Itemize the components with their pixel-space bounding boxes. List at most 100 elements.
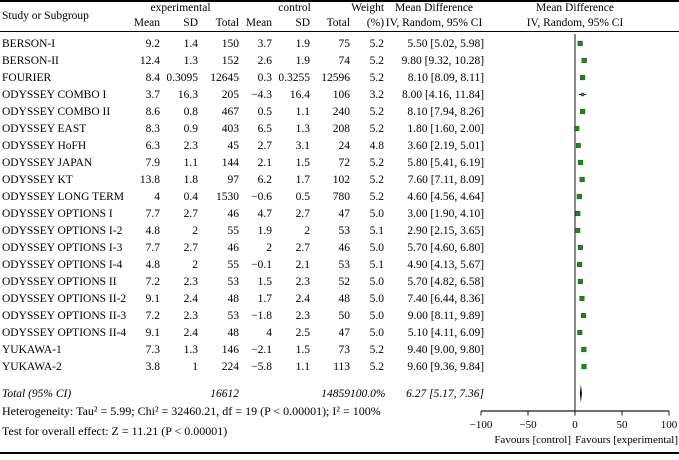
study-marker bbox=[580, 74, 586, 81]
study-row: ODYSSEY OPTIONS II-4 9.1 2.4 48 4 2.5 47 5.0 5.1… bbox=[2, 324, 484, 341]
study-row: ODYSSEY OPTIONS II-3 7.2 2.3 53 −1.8 2.3 50 5.0… bbox=[2, 307, 484, 324]
cell-weight: 5.2 bbox=[369, 54, 385, 67]
study-marker bbox=[575, 227, 581, 234]
cell-c_total: 53 bbox=[338, 224, 351, 237]
study-table-body: BERSON-I 9.2 1.4 150 3.7 1.9 75 5.2 5.50 [5.02, … bbox=[2, 31, 484, 375]
col-header-weight: Weight bbox=[351, 1, 385, 14]
cell-c_total: 24 bbox=[338, 139, 351, 152]
cell-md_text: 7.60 [7.11, 8.09] bbox=[407, 173, 485, 186]
cell-c_sd: 2.7 bbox=[295, 207, 311, 220]
cell-md_text: 9.60 [9.36, 9.84] bbox=[407, 360, 485, 373]
cell-e_total: 46 bbox=[227, 207, 240, 220]
cell-name: ODYSSEY COMBO II bbox=[2, 105, 111, 118]
axis-tick-label: −100 bbox=[470, 419, 493, 431]
col-header-exp-sd: SD bbox=[183, 17, 198, 29]
cell-e_total: 48 bbox=[227, 292, 240, 305]
cell-c_sd: 16.4 bbox=[289, 88, 311, 101]
cell-e_sd: 1.3 bbox=[183, 54, 198, 67]
cell-name: ODYSSEY JAPAN bbox=[2, 156, 93, 169]
cell-c_mean: 1.5 bbox=[257, 275, 273, 288]
cell-weight: 5.0 bbox=[369, 309, 385, 322]
cell-md_text: 5.70 [4.82, 6.58] bbox=[407, 275, 485, 288]
cell-c_mean: 4 bbox=[266, 326, 273, 339]
study-marker bbox=[579, 296, 585, 301]
cell-e_sd: 1 bbox=[192, 360, 198, 373]
study-table: Study or Subgroup experimental control W… bbox=[2, 0, 484, 402]
cell-e_sd: 2.4 bbox=[183, 292, 198, 305]
study-marker bbox=[581, 363, 587, 370]
study-row: ODYSSEY COMBO I 3.7 16.3 205 −4.3 16.4 106 3.2 8… bbox=[2, 86, 484, 103]
cell-c_sd: 1.7 bbox=[295, 173, 311, 186]
favours-experimental-label: Favours [experimental] bbox=[575, 434, 678, 446]
study-row: YUKAWA-2 3.8 1 224 −5.8 1.1 113 5.2 9.60 [9.36, … bbox=[2, 358, 484, 375]
cell-c_mean: −0.6 bbox=[251, 190, 273, 203]
cell-md_text: 3.00 [1.90, 4.10] bbox=[407, 207, 485, 220]
cell-e_sd: 2.7 bbox=[183, 207, 198, 220]
col-header-weight-unit: (%) bbox=[366, 17, 385, 29]
cell-e_sd: 2.4 bbox=[183, 326, 198, 339]
col-header-study: Study or Subgroup bbox=[2, 9, 89, 22]
cell-c_total: 74 bbox=[338, 54, 351, 67]
study-marker bbox=[580, 108, 586, 115]
cell-c_mean: 2 bbox=[266, 241, 273, 254]
axis-tick-label: 0 bbox=[572, 419, 578, 431]
cell-md_text: 8.10 [7.94, 8.26] bbox=[407, 105, 485, 118]
cell-e_sd: 0.9 bbox=[183, 122, 198, 135]
study-marker bbox=[574, 125, 580, 132]
cell-weight: 5.0 bbox=[369, 207, 385, 220]
cell-c_total: 113 bbox=[333, 360, 351, 373]
cell-e_total: 403 bbox=[221, 122, 240, 135]
bottom-rule bbox=[0, 452, 679, 454]
cell-c_sd: 1.9 bbox=[295, 37, 311, 50]
cell-c_mean: −4.3 bbox=[251, 88, 273, 101]
cell-c_mean: 6.5 bbox=[257, 122, 273, 135]
top-rule bbox=[0, 0, 679, 2]
cell-md_text: 5.10 [4.11, 6.09] bbox=[407, 326, 485, 339]
study-marker bbox=[577, 279, 583, 284]
cell-c_total: 48 bbox=[338, 292, 351, 305]
cell-weight: 5.2 bbox=[369, 105, 385, 118]
cell-c_total: 780 bbox=[332, 190, 351, 203]
cell-weight: 5.2 bbox=[369, 343, 385, 356]
study-marker bbox=[577, 245, 583, 250]
cell-e_sd: 2 bbox=[192, 224, 198, 237]
cell-e_sd: 2.3 bbox=[183, 309, 198, 322]
summary-diamond bbox=[579, 384, 582, 403]
cell-c_mean: 1.7 bbox=[257, 292, 273, 305]
cell-e_total: 45 bbox=[227, 139, 240, 152]
cell-e_sd: 1.3 bbox=[183, 343, 198, 356]
cell-e_mean: 4.8 bbox=[145, 258, 160, 271]
cell-e_mean: 7.7 bbox=[145, 241, 160, 254]
study-marker bbox=[577, 261, 583, 268]
study-row: ODYSSEY OPTIONS I-4 4.8 2 55 −0.1 2.1 53 5.1 4.9… bbox=[2, 256, 484, 273]
cell-md_text: 7.40 [6.44, 8.36] bbox=[407, 292, 485, 305]
total-label: Total (95% CI) bbox=[2, 387, 72, 400]
cell-c_mean: −1.8 bbox=[251, 309, 273, 322]
total-md-text: 6.27 [5.17, 7.36] bbox=[406, 387, 485, 400]
axis-tick-label: 50 bbox=[617, 419, 629, 431]
col-header-experimental: experimental bbox=[150, 1, 211, 14]
cell-weight: 5.1 bbox=[369, 224, 385, 237]
cell-e_mean: 4 bbox=[154, 190, 160, 203]
cell-e_sd: 0.4 bbox=[183, 190, 198, 203]
cell-md_text: 9.40 [9.00, 9.80] bbox=[407, 343, 485, 356]
cell-md_text: 5.50 [5.02, 5.98] bbox=[407, 37, 485, 50]
col-header-control: control bbox=[278, 1, 311, 14]
cell-name: ODYSSEY HoFH bbox=[2, 139, 87, 152]
study-row: ODYSSEY OPTIONS II-2 9.1 2.4 48 1.7 2.4 48 5.0 7… bbox=[2, 290, 484, 307]
study-row: ODYSSEY EAST 8.3 0.9 403 6.5 1.3 208 5.2 1.80 [1… bbox=[2, 120, 484, 137]
cell-e_sd: 2 bbox=[192, 258, 198, 271]
cell-c_sd: 3.1 bbox=[295, 139, 311, 152]
cell-md_text: 9.80 [9.32, 10.28] bbox=[401, 54, 485, 67]
col-header-md-line1: Mean Difference bbox=[395, 1, 474, 14]
study-row: ODYSSEY OPTIONS I 7.7 2.7 46 4.7 2.7 47 5.0 3.00… bbox=[2, 205, 484, 222]
cell-name: ODYSSEY EAST bbox=[2, 122, 87, 135]
cell-e_mean: 6.3 bbox=[145, 139, 160, 152]
cell-c_total: 72 bbox=[338, 156, 351, 169]
study-marker bbox=[575, 211, 581, 216]
cell-weight: 5.2 bbox=[369, 122, 385, 135]
cell-c_mean: −2.1 bbox=[251, 343, 273, 356]
cell-c_total: 47 bbox=[338, 207, 351, 220]
cell-c_sd: 1.1 bbox=[295, 360, 311, 373]
cell-c_total: 47 bbox=[338, 326, 351, 339]
